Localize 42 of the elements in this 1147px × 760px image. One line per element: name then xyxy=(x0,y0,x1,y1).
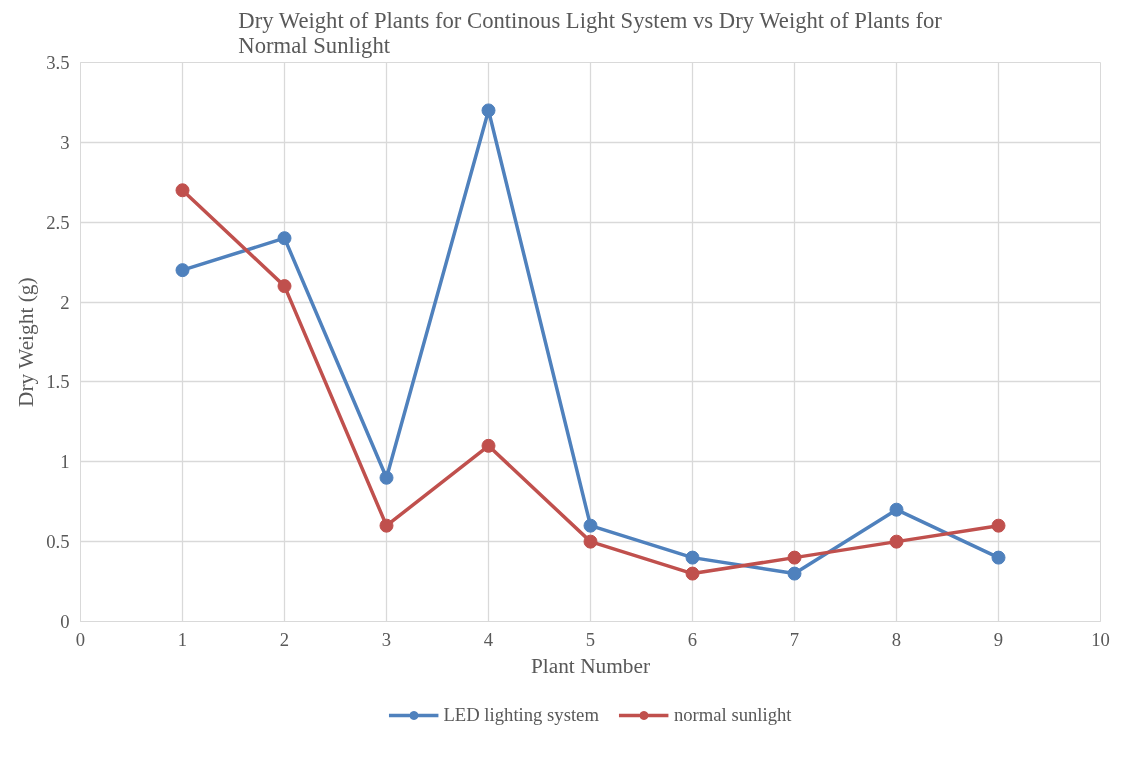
y-axis-title: Dry Weight (g) xyxy=(14,277,39,407)
point xyxy=(379,518,394,533)
y-tick-label: 1.5 xyxy=(46,371,70,393)
point xyxy=(175,263,190,278)
y-tick-label: 0.5 xyxy=(46,531,70,553)
point xyxy=(685,566,700,581)
x-tick-label: 5 xyxy=(585,628,596,650)
y-tick-label: 3.5 xyxy=(46,52,70,73)
point xyxy=(379,470,394,485)
chart-title: Dry Weight of Plants for Continous Light System vs Dry Weight of Plants for Normal Sunlight xyxy=(238,7,943,58)
x-axis-title: Plant Number xyxy=(530,653,651,678)
point xyxy=(583,518,598,533)
y-tick-label: 1 xyxy=(60,451,70,473)
point xyxy=(787,566,802,581)
point xyxy=(991,518,1006,533)
point xyxy=(889,534,904,549)
point xyxy=(175,183,190,198)
point xyxy=(787,550,802,565)
x-tick-label: 0 xyxy=(75,628,86,650)
point xyxy=(277,231,292,246)
x-tick-label: 10 xyxy=(1091,628,1110,650)
x-tick-label: 8 xyxy=(891,628,902,650)
point xyxy=(889,502,904,517)
point xyxy=(481,103,496,118)
x-tick-label: 6 xyxy=(687,628,698,650)
x-tick-label: 3 xyxy=(381,628,392,650)
point xyxy=(277,279,292,294)
y-tick-label: 2.5 xyxy=(46,211,70,233)
legend-label: LED lighting system xyxy=(443,704,599,726)
point xyxy=(583,534,598,549)
x-tick-label: 4 xyxy=(483,628,494,650)
y-tick-label: 2 xyxy=(60,291,70,313)
y-tick-label: 0 xyxy=(60,611,70,632)
x-tick-label: 7 xyxy=(789,628,800,650)
point xyxy=(685,550,700,565)
legend-label: normal sunlight xyxy=(673,704,792,726)
point xyxy=(481,438,496,453)
x-tick-label: 1 xyxy=(177,628,188,650)
point xyxy=(991,550,1006,565)
x-tick-label: 2 xyxy=(279,628,290,650)
y-tick-label: 3 xyxy=(60,131,70,153)
x-tick-label: 9 xyxy=(993,628,1004,650)
